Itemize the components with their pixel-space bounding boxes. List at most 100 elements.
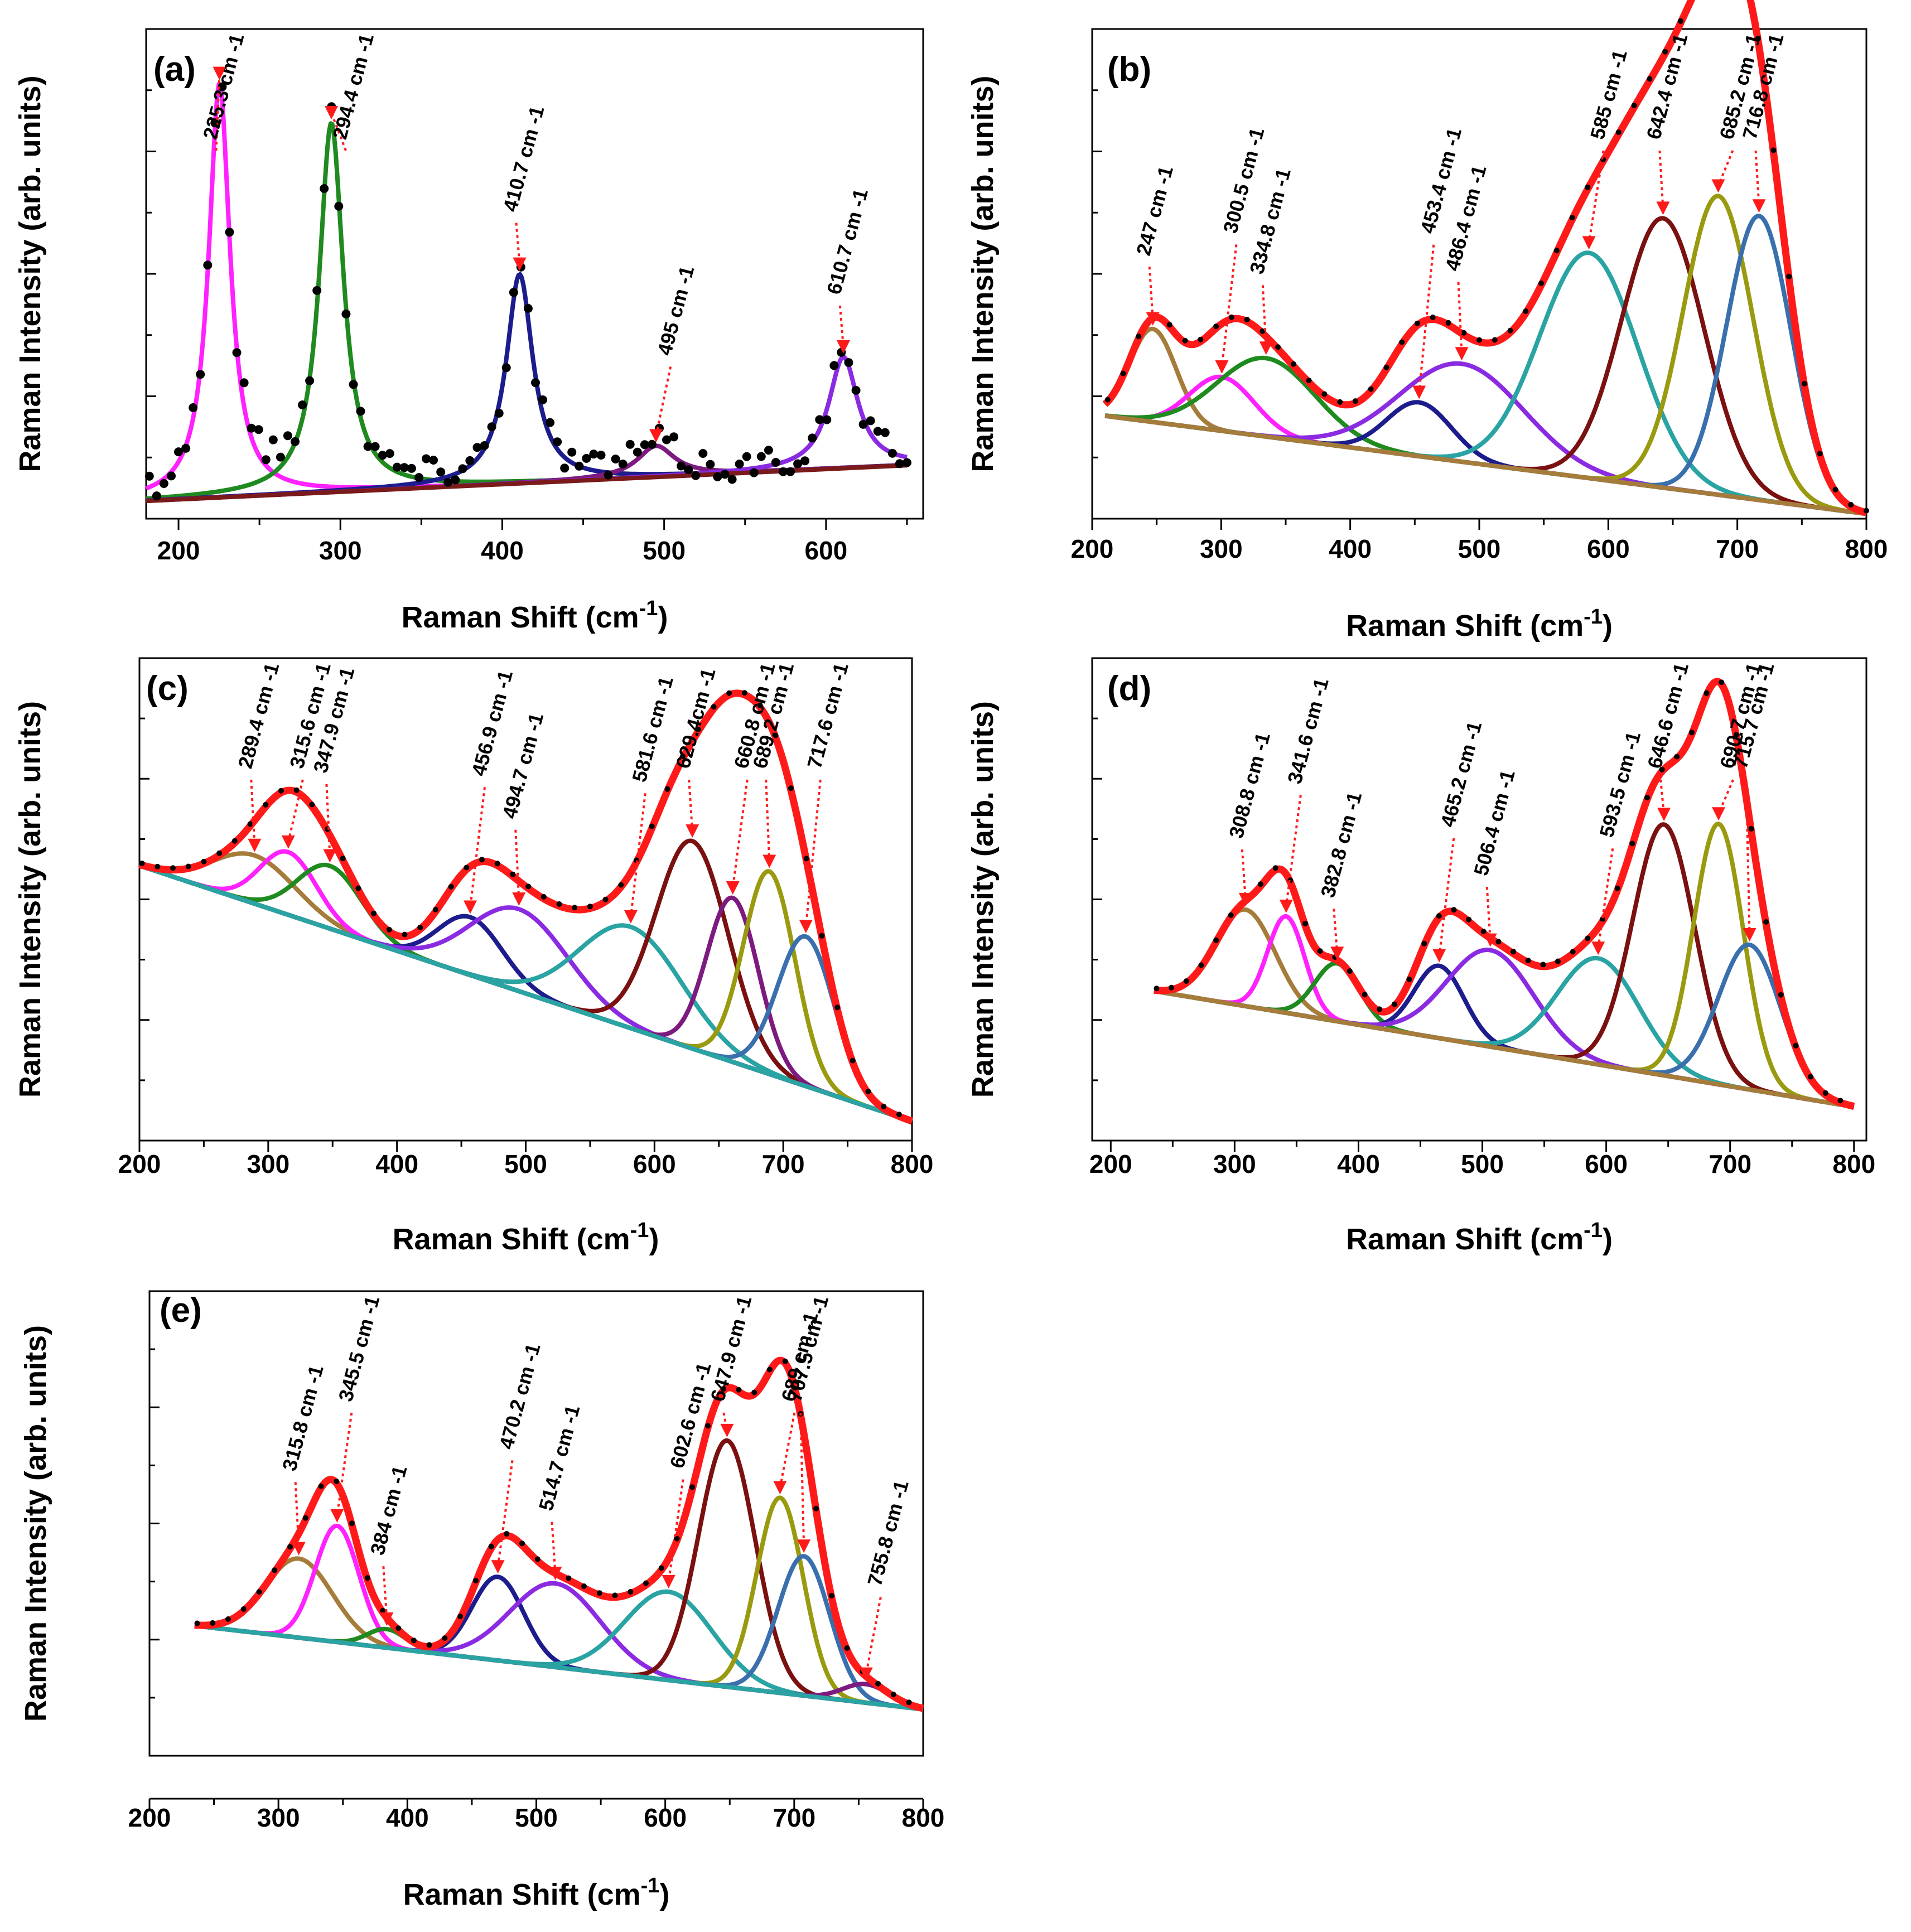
data-point xyxy=(334,201,344,211)
data-point xyxy=(1674,754,1680,760)
x-tick-label: 300 xyxy=(319,536,362,565)
data-point xyxy=(1629,841,1635,847)
peak-leader xyxy=(1261,285,1267,349)
data-point xyxy=(742,452,751,461)
data-point xyxy=(1770,147,1777,153)
peak-arrow xyxy=(1455,347,1469,361)
data-point xyxy=(1570,949,1576,955)
data-point xyxy=(602,896,609,902)
data-point xyxy=(334,1479,340,1484)
x-tick-label: 400 xyxy=(1337,1149,1380,1178)
peak-arrow xyxy=(624,910,638,924)
data-point xyxy=(370,442,380,451)
baseline xyxy=(1104,413,1867,516)
data-point xyxy=(1182,337,1188,344)
data-point xyxy=(465,456,475,465)
data-point xyxy=(1793,1042,1799,1049)
data-point xyxy=(293,787,300,793)
x-tick-label: 200 xyxy=(128,1803,171,1832)
data-point xyxy=(1755,36,1761,41)
peak-label: 514.7 cm -1 xyxy=(534,1403,585,1513)
data-point xyxy=(1104,397,1111,403)
data-point xyxy=(1421,940,1427,946)
data-point xyxy=(414,473,423,482)
peak-arrow xyxy=(281,835,295,849)
peak-label: 581.6 cm -1 xyxy=(628,674,678,784)
data-point xyxy=(291,437,300,446)
data-point xyxy=(422,454,431,463)
peak-leader xyxy=(1754,150,1760,206)
data-point xyxy=(1480,929,1487,935)
data-point xyxy=(1786,273,1792,279)
data-point xyxy=(669,432,679,442)
peak-arrow xyxy=(1752,199,1766,213)
panel-label: (a) xyxy=(153,50,196,89)
data-point xyxy=(464,864,470,871)
data-point xyxy=(1662,49,1668,55)
x-axis-title: Raman Shift (cm-1) xyxy=(1346,605,1613,643)
x-tick-label: 300 xyxy=(1213,1149,1256,1178)
data-point xyxy=(534,1556,541,1562)
data-point xyxy=(1362,992,1368,998)
peak-leader xyxy=(1745,779,1751,935)
data-point xyxy=(167,471,176,481)
data-point xyxy=(1406,976,1412,982)
data-point xyxy=(225,228,234,237)
baseline xyxy=(138,863,913,1124)
data-point xyxy=(247,821,253,827)
data-point xyxy=(139,860,145,866)
data-point xyxy=(1347,968,1353,974)
peak-label: 610.7 cm -1 xyxy=(822,186,872,297)
data-point xyxy=(844,1645,850,1651)
data-point xyxy=(181,443,191,453)
peak-label: 384 cm -1 xyxy=(365,1463,411,1557)
data-point xyxy=(298,400,307,409)
data-point xyxy=(819,933,825,939)
data-point xyxy=(691,471,701,480)
x-tick-label: 600 xyxy=(633,1149,676,1178)
peak-leader xyxy=(330,112,347,151)
data-point xyxy=(887,448,897,458)
peak-leader xyxy=(250,779,256,846)
data-point xyxy=(735,460,744,468)
peak-arrow xyxy=(1432,949,1446,963)
data-point xyxy=(189,403,198,412)
data-point xyxy=(356,407,365,416)
data-point xyxy=(786,467,795,476)
peak-leader xyxy=(215,73,221,151)
data-point xyxy=(380,1607,386,1614)
data-point xyxy=(736,1387,742,1393)
data-point xyxy=(318,1483,324,1489)
data-point xyxy=(1399,339,1405,345)
data-point xyxy=(664,786,670,792)
data-point xyxy=(201,858,207,864)
x-tick-label: 300 xyxy=(257,1803,300,1832)
data-point xyxy=(875,1680,881,1687)
x-tick-label: 600 xyxy=(805,536,848,565)
data-point xyxy=(276,452,285,462)
data-point xyxy=(1198,962,1204,968)
data-point xyxy=(1644,795,1650,801)
data-point xyxy=(302,1515,308,1521)
data-point xyxy=(1377,1006,1383,1012)
panel-label: (d) xyxy=(1107,669,1151,708)
data-point xyxy=(596,451,606,460)
panel-label: (b) xyxy=(1107,50,1151,89)
data-point xyxy=(1290,361,1296,367)
data-point xyxy=(185,863,191,870)
data-point xyxy=(677,461,686,471)
peak-arrow xyxy=(213,66,226,80)
x-axis-title: Raman Shift (cm-1) xyxy=(393,1219,659,1256)
x-tick-label: 800 xyxy=(1832,1149,1875,1178)
data-point xyxy=(658,1565,664,1571)
data-point xyxy=(1166,322,1172,328)
data-point xyxy=(773,732,779,738)
data-point xyxy=(254,425,263,434)
y-axis-title: Raman Intensity (arb. units) xyxy=(13,75,47,472)
data-point xyxy=(144,471,154,481)
data-point xyxy=(1461,330,1467,336)
x-tick-label: 500 xyxy=(1458,534,1501,563)
peak-arrow xyxy=(859,1667,873,1681)
data-point xyxy=(436,467,446,477)
peak-arrow xyxy=(464,900,477,914)
